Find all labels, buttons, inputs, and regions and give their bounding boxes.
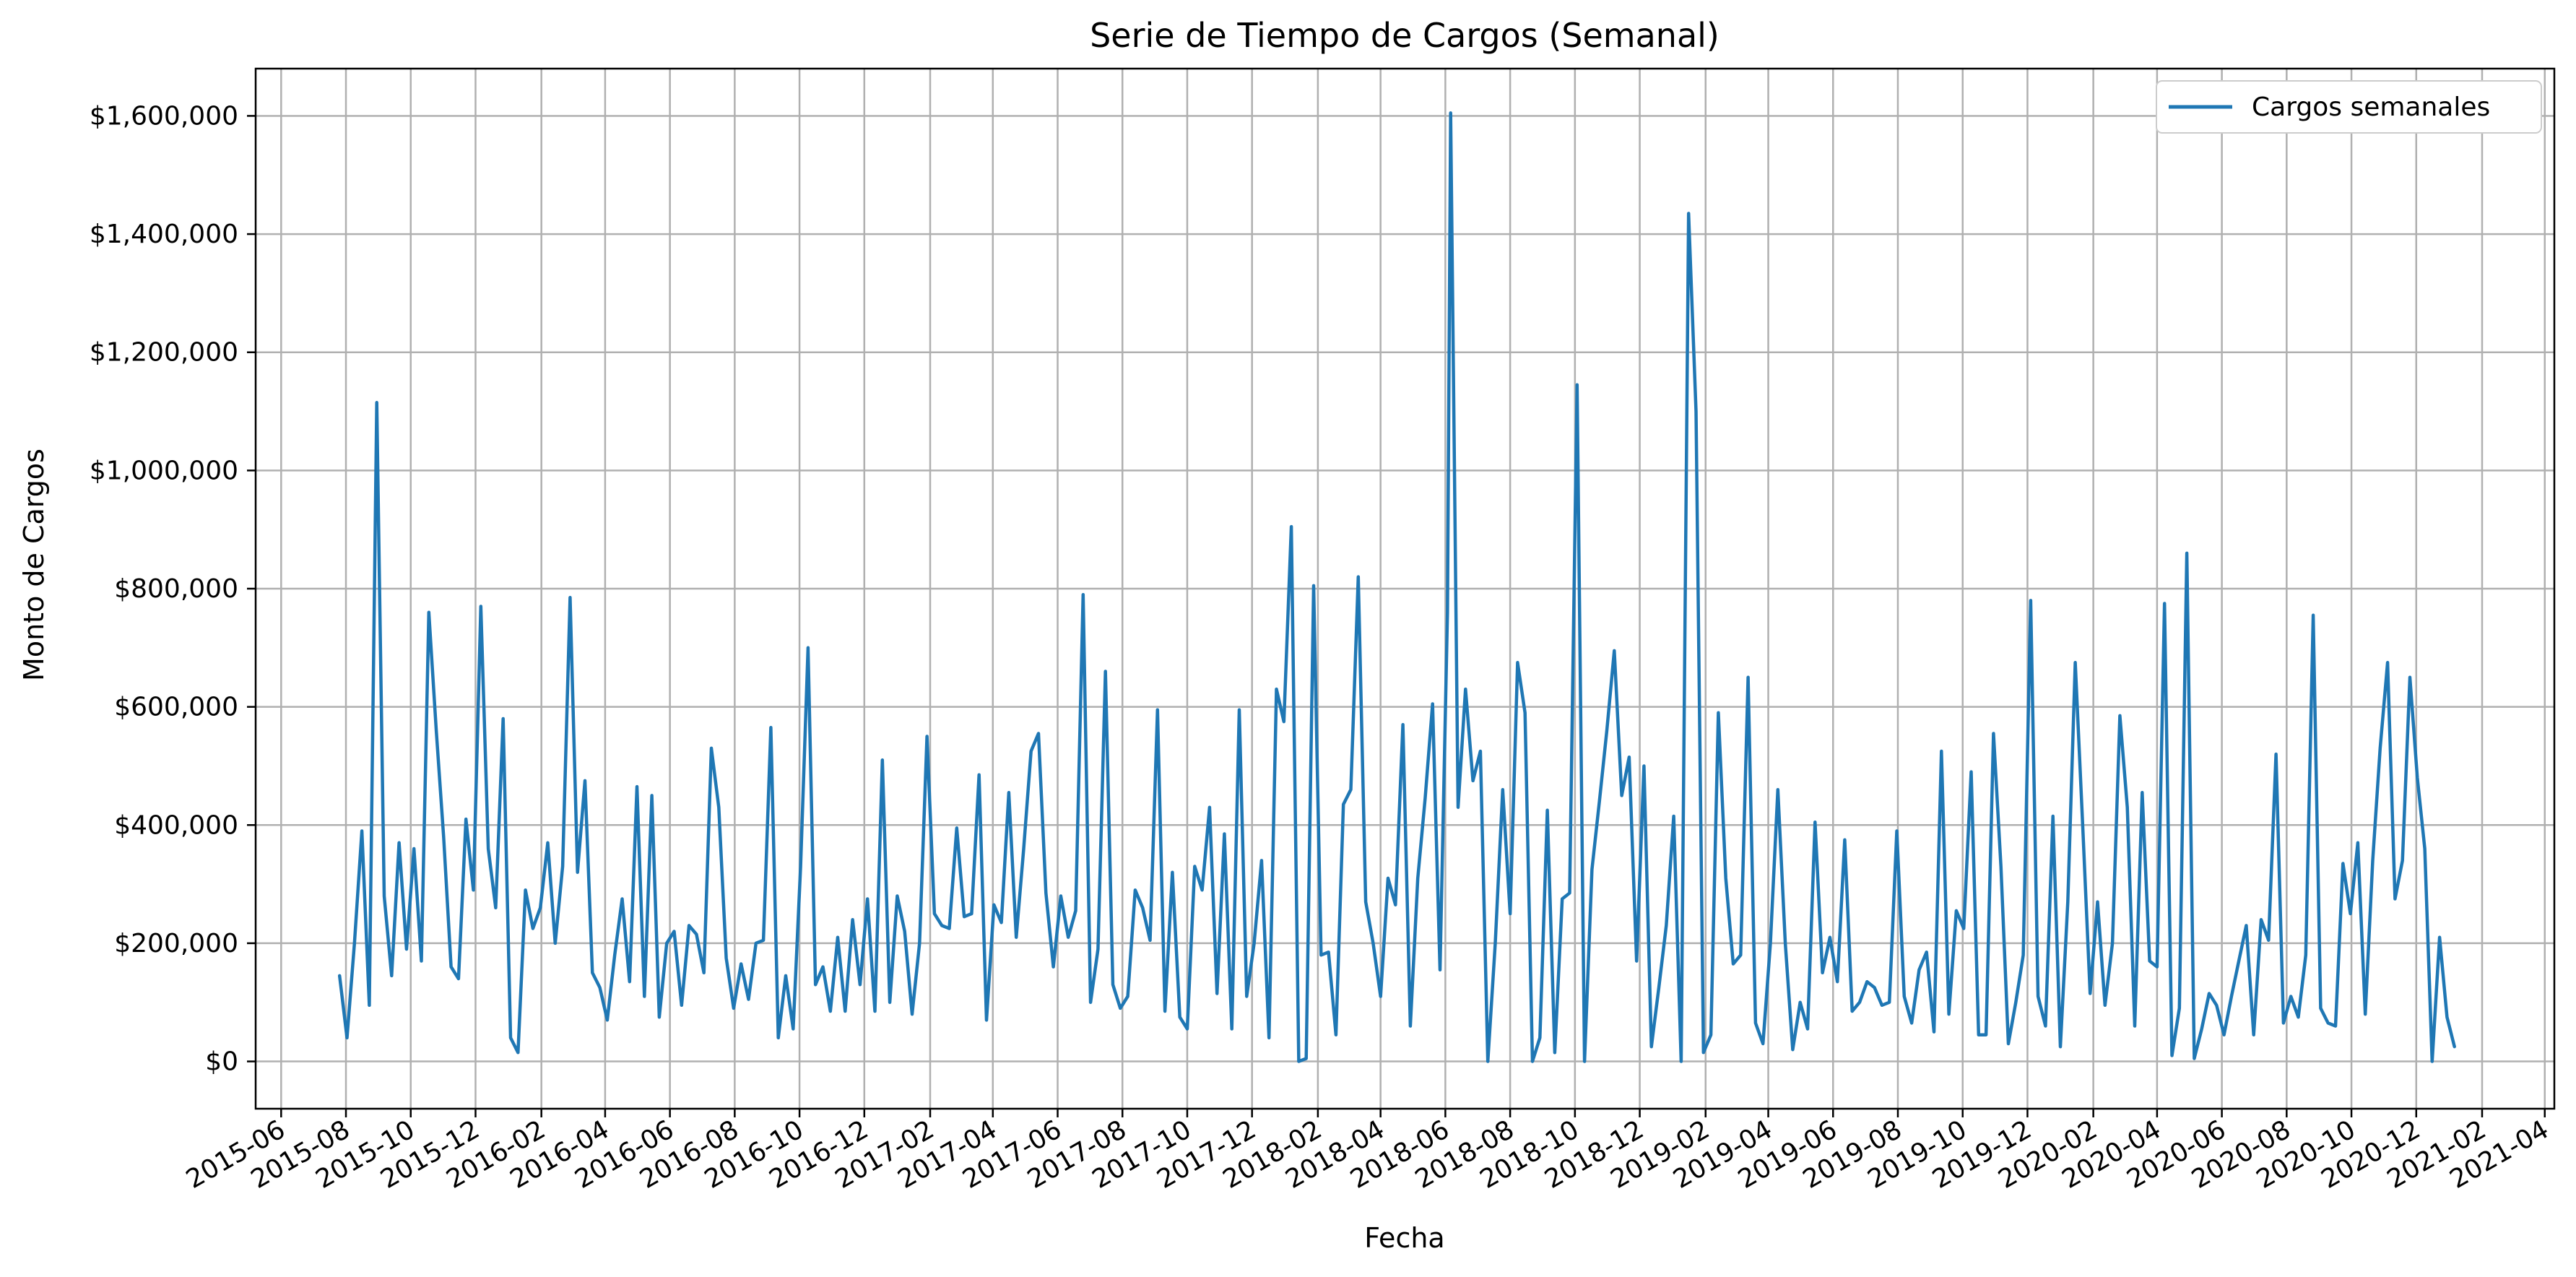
y-tick-label: $0 — [205, 1047, 238, 1077]
grid-lines — [256, 69, 2554, 1109]
legend-label: Cargos semanales — [2252, 92, 2490, 122]
y-tick-label: $200,000 — [114, 929, 238, 958]
x-axis-title: Fecha — [1364, 1222, 1444, 1254]
y-tick-label: $1,600,000 — [90, 101, 238, 131]
series-layer — [337, 111, 2456, 1063]
chart-title: Serie de Tiempo de Cargos (Semanal) — [1090, 16, 1719, 55]
series-line — [337, 111, 2456, 1063]
y-tick-label: $1,400,000 — [90, 220, 238, 249]
y-tick-label: $600,000 — [114, 693, 238, 722]
y-axis-ticks: $0 $200,000 $400,000 $600,000 $800,000 $1,000… — [90, 101, 256, 1077]
y-tick-label: $1,000,000 — [90, 456, 238, 485]
legend: Cargos semanales — [2156, 80, 2542, 134]
y-tick-label: $400,000 — [114, 810, 238, 840]
y-tick-label: $1,200,000 — [90, 338, 238, 368]
y-tick-label: $800,000 — [114, 574, 238, 604]
y-axis-title: Monto de Cargos — [18, 449, 50, 681]
legend-box — [2156, 80, 2542, 134]
